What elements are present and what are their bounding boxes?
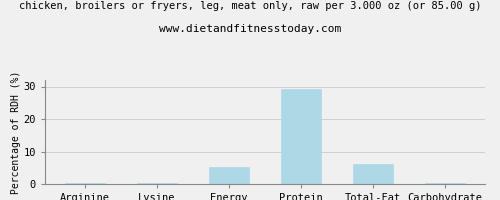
Bar <box>354 164 393 184</box>
Text: chicken, broilers or fryers, leg, meat only, raw per 3.000 oz (or 85.00 g): chicken, broilers or fryers, leg, meat o… <box>19 1 481 11</box>
Y-axis label: Percentage of RDH (%): Percentage of RDH (%) <box>10 70 20 194</box>
Bar <box>65 183 104 184</box>
Bar <box>281 89 321 184</box>
Text: www.dietandfitnesstoday.com: www.dietandfitnesstoday.com <box>159 24 341 34</box>
Bar <box>426 183 465 184</box>
Bar <box>209 167 249 184</box>
Bar <box>137 183 176 184</box>
